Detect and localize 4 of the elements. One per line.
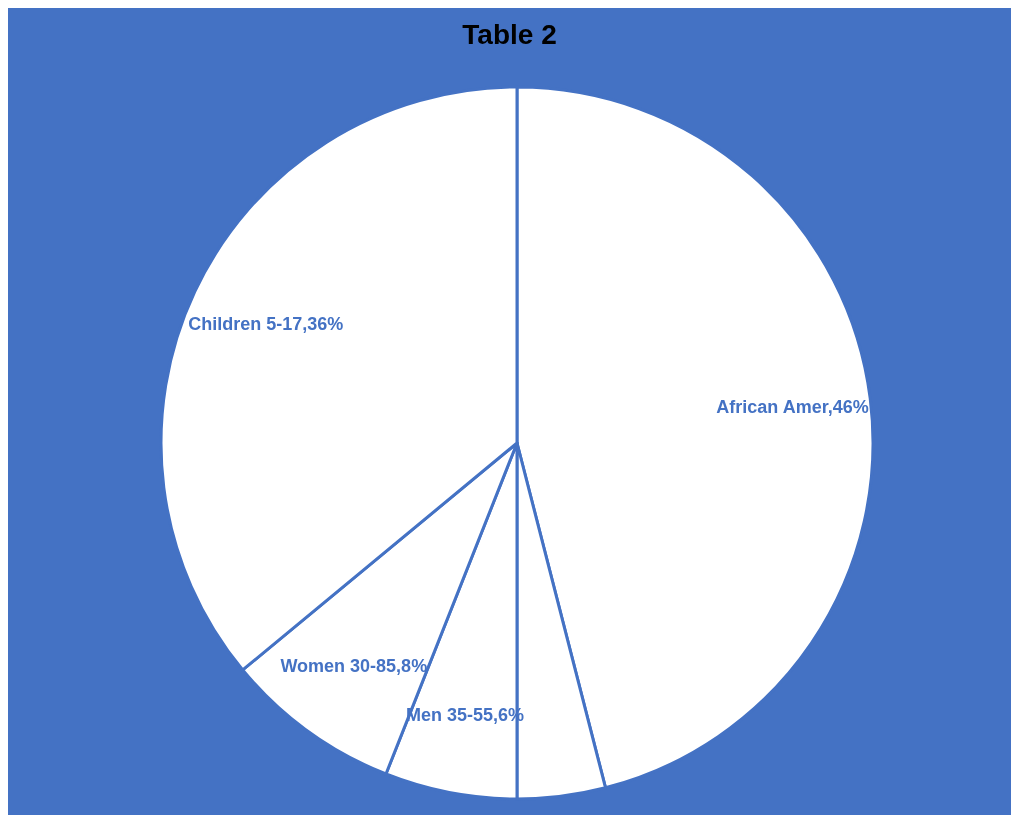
slice-label: Women 30-85,8% [280, 656, 428, 677]
slice-label: African Amer,46% [716, 396, 869, 417]
chart-title: Table 2 [462, 19, 557, 50]
slice-label: Children 5-17,36% [188, 313, 344, 334]
